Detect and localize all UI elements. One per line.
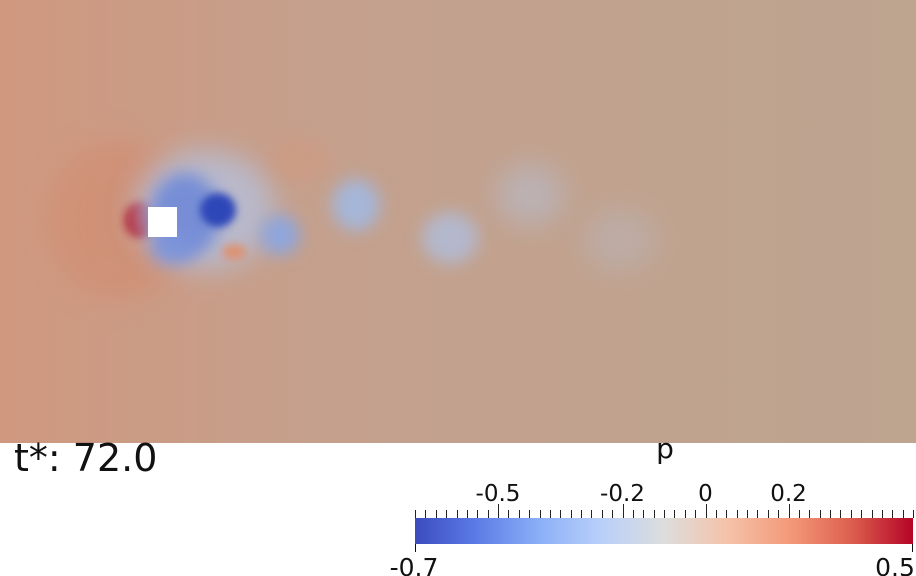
wake-vortex-core xyxy=(200,193,236,227)
colorbar-tick-label: -0.2 xyxy=(600,481,645,507)
warm-patch-1 xyxy=(270,138,330,182)
vortex-2 xyxy=(260,215,300,255)
square-obstacle xyxy=(148,207,177,237)
wake-warm-spot xyxy=(222,244,246,260)
colorbar-tick-label: 0.2 xyxy=(770,481,807,507)
colorbar-tick-labels: -0.5 -0.2 0 0.2 xyxy=(476,481,807,507)
vortex-3 xyxy=(332,179,380,231)
colorbar-min-label: -0.7 xyxy=(390,553,439,576)
vortex-5 xyxy=(496,165,564,225)
colorbar-tick-label: 0 xyxy=(698,481,713,507)
colorbar-tick-label: -0.5 xyxy=(476,481,521,507)
wake-low-2 xyxy=(150,232,194,264)
pressure-field-plot xyxy=(0,0,916,443)
colorbar-max-label: 0.5 xyxy=(875,553,915,576)
colorbar-gradient xyxy=(415,518,913,544)
colorbar-minor-ticks xyxy=(415,504,914,518)
time-annotation: t*: 72.0 xyxy=(14,436,158,480)
pressure-field-view xyxy=(0,0,916,443)
vortex-6 xyxy=(584,210,656,270)
vortex-4 xyxy=(422,212,478,264)
